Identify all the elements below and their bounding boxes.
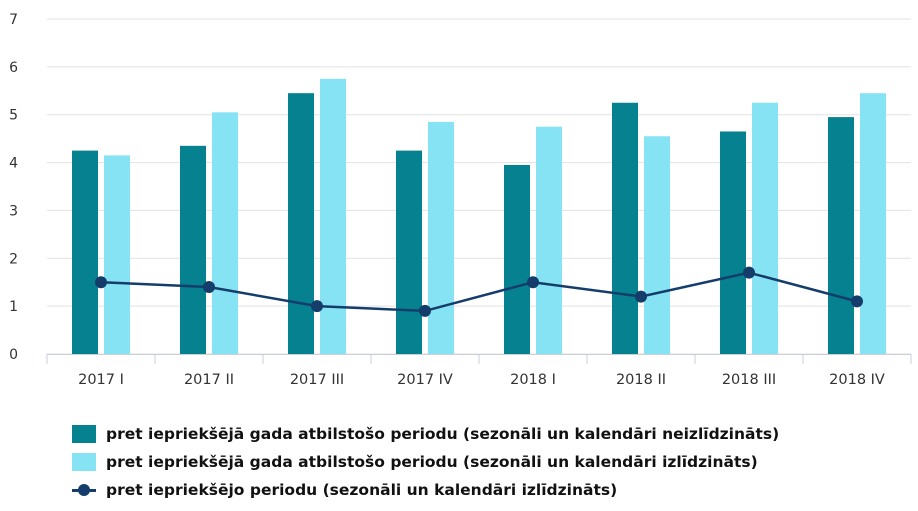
- x-axis: 2017 I 2017 II 2017 III 2017 IV 2018 I 2018 I…: [46, 354, 912, 388]
- bar-adjusted[interactable]: [428, 121, 454, 355]
- y-axis-tick-labels: 0 1 2 3 4 5 6 7: [9, 12, 18, 363]
- x-tick-label: 2018 I: [510, 372, 556, 388]
- legend-label: pret iepriekšējā gada atbilstošo periodu…: [106, 425, 780, 443]
- bar-unadjusted[interactable]: [180, 145, 206, 354]
- bar-adjusted[interactable]: [752, 102, 778, 354]
- y-tick-label: 6: [9, 60, 18, 76]
- bar-adjusted[interactable]: [536, 126, 562, 354]
- bars: [72, 78, 886, 355]
- x-tick-label: 2017 II: [184, 372, 234, 388]
- y-tick-label: 2: [9, 251, 18, 267]
- legend-label: pret iepriekšējā gada atbilstošo periodu…: [106, 453, 758, 471]
- x-tick-label: 2017 I: [78, 372, 124, 388]
- bar-unadjusted[interactable]: [288, 93, 314, 354]
- grid-lines: [47, 18, 911, 355]
- bar-adjusted[interactable]: [104, 155, 130, 354]
- legend-swatch-bar-unadjusted: [72, 425, 96, 443]
- y-tick-label: 3: [9, 203, 18, 219]
- legend-item-line-previous-period[interactable]: pret iepriekšējo periodu (sezonāli un ka…: [72, 476, 779, 504]
- bar-adjusted[interactable]: [644, 136, 670, 354]
- line-point[interactable]: [851, 295, 863, 308]
- line-point[interactable]: [743, 266, 755, 279]
- line-path: [100, 271, 858, 313]
- legend: pret iepriekšējā gada atbilstošo periodu…: [72, 420, 779, 504]
- y-tick-label: 7: [9, 12, 18, 28]
- x-tick-label: 2017 III: [290, 372, 344, 388]
- line-point[interactable]: [527, 276, 539, 289]
- bar-unadjusted[interactable]: [828, 117, 854, 354]
- y-tick-label: 4: [9, 156, 18, 172]
- bar-unadjusted[interactable]: [396, 150, 422, 354]
- y-tick-label: 1: [9, 299, 18, 315]
- line-point[interactable]: [419, 304, 431, 317]
- legend-item-bar-adjusted[interactable]: pret iepriekšējā gada atbilstošo periodu…: [72, 448, 779, 476]
- line-point[interactable]: [311, 300, 323, 313]
- bar-unadjusted[interactable]: [720, 131, 746, 354]
- bar-adjusted[interactable]: [860, 93, 886, 354]
- bar-unadjusted[interactable]: [612, 102, 638, 354]
- legend-label: pret iepriekšējo periodu (sezonāli un ka…: [106, 481, 618, 499]
- bar-adjusted[interactable]: [212, 112, 238, 354]
- legend-item-bar-unadjusted[interactable]: pret iepriekšējā gada atbilstošo periodu…: [72, 420, 779, 448]
- line-point[interactable]: [95, 276, 107, 289]
- y-tick-label: 5: [9, 108, 18, 124]
- bar-unadjusted[interactable]: [504, 164, 530, 354]
- x-tick-label: 2017 IV: [397, 372, 453, 388]
- x-tick-label: 2018 IV: [829, 372, 885, 388]
- bar-unadjusted[interactable]: [72, 150, 98, 354]
- line-point[interactable]: [635, 290, 647, 303]
- line-point[interactable]: [203, 281, 215, 293]
- y-tick-label: 0: [9, 347, 18, 363]
- legend-swatch-bar-adjusted: [72, 453, 96, 471]
- line-series: [95, 266, 863, 317]
- bar-adjusted[interactable]: [320, 78, 346, 355]
- x-tick-label: 2018 III: [722, 372, 776, 388]
- x-tick-label: 2018 II: [616, 372, 666, 388]
- legend-swatch-line: [72, 481, 96, 499]
